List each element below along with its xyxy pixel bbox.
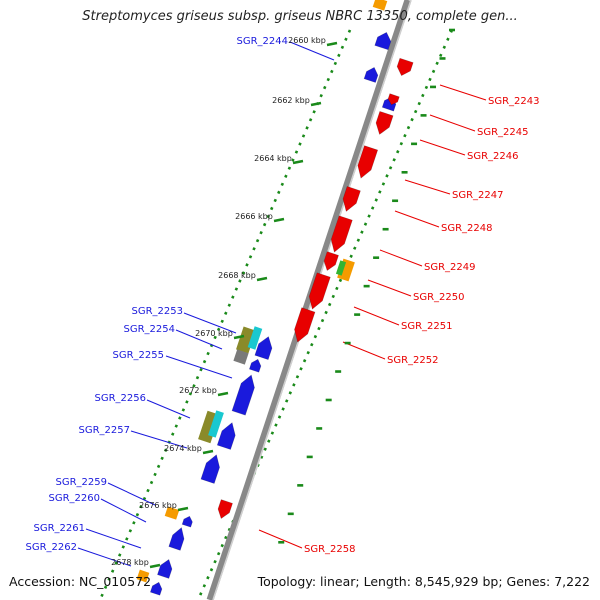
minus-gene-connector-2 [419,139,466,156]
scale-tick-mark-3 [273,217,285,223]
minus-gene-arrow-6 [323,251,339,272]
minus-gene-connector-9 [258,529,303,549]
cyan-block-2256 [208,410,224,438]
plus-gene-connector-3 [165,355,233,379]
minus-gene-arrow-7 [308,272,331,310]
scale-tick-mark-6 [217,391,229,397]
minus-gene-connector-7 [353,306,400,326]
scale-tick-mark-9 [149,563,161,569]
plus-gene-label-0: SGR_2244 [237,36,289,47]
minus-gene-label-8: SGR_2252 [387,355,439,366]
olive-block-2253 [236,326,256,354]
minus-gene-connector-5 [379,249,423,267]
plus-gene-connector-4 [146,399,191,419]
minus-gene-label-2: SGR_2246 [467,151,519,162]
plus-gene-arrow-9 [168,527,185,551]
minus-gene-label-9: SGR_2258 [304,544,356,555]
gray-block-2254 [233,349,249,365]
scale-tick-mark-5 [233,334,245,340]
plus-gene-arrow-0 [374,32,392,51]
orange-block-2262 [136,569,150,583]
scale-tick-label-7: 2674 kbp [164,444,202,453]
orange-block-2259 [164,506,180,520]
chromosome-backbone [206,0,412,600]
plus-gene-arrow-4 [248,358,262,373]
minus-gene-connector-3 [404,179,451,195]
scale-tick-label-9: 2678 kbp [111,558,149,567]
scale-tick-label-8: 2676 kbp [139,501,177,510]
minus-gene-arrow-1 [387,93,400,106]
scale-tick-label-5: 2670 kbp [195,329,233,338]
minus-gene-connector-4 [394,210,440,228]
green-block-2250 [335,260,347,276]
plus-gene-arrow-10 [157,558,173,579]
plus-gene-label-9: SGR_2262 [26,542,78,553]
tracks [98,0,454,600]
scale-tick-label-4: 2668 kbp [218,271,256,280]
plus-gene-arrow-11 [149,581,163,596]
minus-gene-connector-6 [367,279,412,297]
cyan-block-2253 [247,326,263,350]
minus-gene-connector-0 [439,84,487,101]
minus-gene-label-0: SGR_2243 [488,96,540,107]
minus-gene-arrow-9 [217,499,233,520]
plus-gene-label-6: SGR_2259 [56,477,108,488]
scale-tick-mark-1 [310,101,322,107]
plus-gene-arrow-6 [216,422,236,450]
accession-text: Accession: NC_010572 [9,574,152,589]
scale-ticks: 2660 kbp 2662 kbp 2664 kbp 2666 kbp 2668 kbp… [111,28,455,569]
plus-gene-arrow-7 [200,454,220,484]
minus-gene-arrow-2 [375,110,394,135]
gene-features [136,0,414,596]
scale-tick-mark-7 [202,449,214,455]
plus-gene-connector-6 [107,482,156,506]
plus-gene-connector-0 [289,41,335,61]
plus-gene-connector-2 [175,329,223,350]
scale-tick-label-2: 2664 kbp [254,154,292,163]
plus-gene-connector-7 [100,498,147,523]
minus-gene-arrow-5 [330,215,353,253]
orange-block-top [372,0,388,11]
plus-gene-connector-5 [130,430,188,449]
minus-gene-connector-8 [342,341,386,360]
plus-gene-arrow-8 [181,515,193,528]
minus-gene-label-3: SGR_2247 [452,190,504,201]
scale-tick-label-6: 2672 kbp [179,386,217,395]
plus-gene-label-3: SGR_2255 [113,350,165,361]
plus-gene-arrow-3 [254,336,273,361]
plus-gene-label-7: SGR_2260 [49,493,101,504]
minus-gene-arrow-0 [396,57,414,76]
plus-gene-label-4: SGR_2256 [95,393,147,404]
scale-tick-label-3: 2666 kbp [235,212,273,221]
minus-gene-connector-1 [429,114,476,132]
plus-gene-label-1: SGR_2253 [132,306,184,317]
minus-gene-label-1: SGR_2245 [477,127,529,138]
plus-gene-arrow-1 [363,66,379,83]
scale-tick-label-1: 2662 kbp [272,96,310,105]
plus-gene-connector-9 [77,547,132,567]
plus-gene-label-8: SGR_2261 [34,523,86,534]
scale-tick-mark-8 [177,506,189,512]
scale-tick-mark-2 [292,159,304,165]
minus-gene-arrow-8 [294,307,316,343]
minus-gene-arrow-4 [342,186,361,212]
minus-gene-arrow-3 [357,145,379,179]
scale-tick-label-0: 2660 kbp [288,36,326,45]
minus-gene-label-5: SGR_2249 [424,262,476,273]
plus-gene-arrow-5 [231,374,255,416]
genome-summary-text: Topology: linear; Length: 8,545,929 bp; … [257,574,590,589]
plus-gene-connector-8 [85,528,142,549]
plus-gene-label-2: SGR_2254 [124,324,176,335]
gene-labels: SGR_2244 SGR_2253 SGR_2254 SGR_2255 SGR_2256… [26,36,540,567]
plus-gene-label-5: SGR_2257 [79,425,131,436]
minus-gene-label-4: SGR_2248 [441,223,493,234]
scale-tick-mark-4 [256,276,268,282]
scale-tick-mark-0 [326,41,338,47]
map-title: Streptomyces griseus subsp. griseus NBRC… [82,9,518,24]
minus-gene-label-7: SGR_2251 [401,321,453,332]
plus-gene-connector-1 [183,312,237,334]
minus-gene-label-6: SGR_2250 [413,292,465,303]
